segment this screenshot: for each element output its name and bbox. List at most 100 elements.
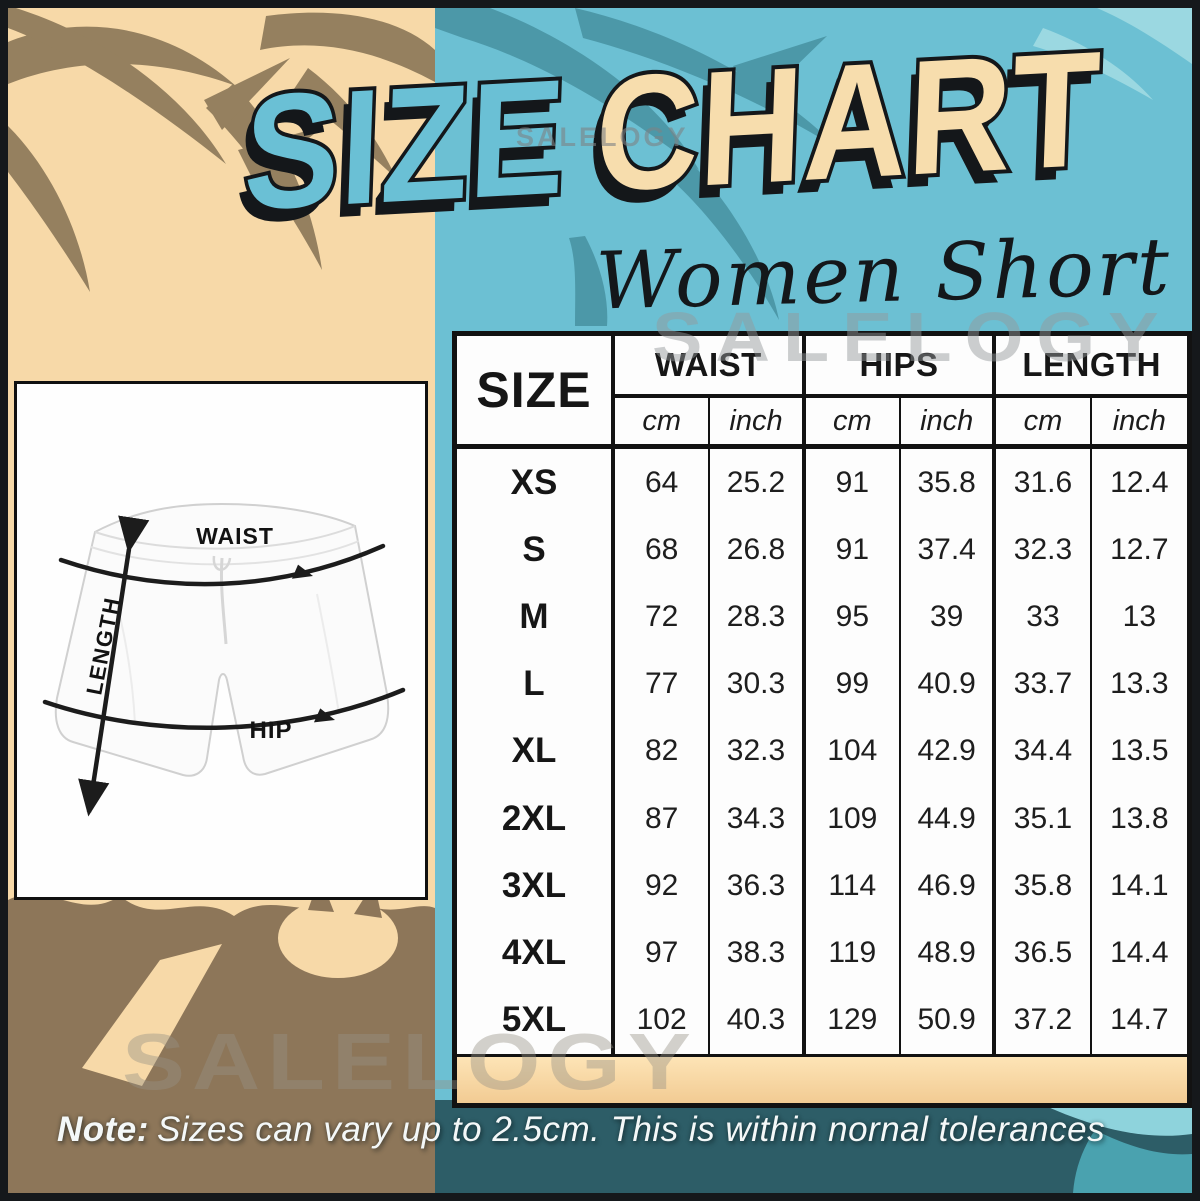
unit-length-cm: cm — [996, 398, 1092, 444]
cell-length-cm: 32.3 — [996, 516, 1092, 584]
cell-waist-inch: 30.3 — [710, 650, 806, 718]
cell-waist-inch: 25.2 — [710, 449, 806, 517]
cell-size: 3XL — [457, 852, 615, 920]
cell-waist-inch: 32.3 — [710, 717, 806, 786]
cell-waist-inch: 40.3 — [710, 986, 806, 1054]
cell-size: XL — [457, 717, 615, 786]
table-row-4xl: 4XL 97 38.3 119 48.9 36.5 14.4 — [457, 919, 1187, 987]
unit-waist-inch: inch — [710, 398, 806, 444]
cell-size: 2XL — [457, 785, 615, 853]
header-hips: HIPS — [805, 336, 997, 398]
cell-length-inch: 12.4 — [1110, 465, 1169, 499]
cell-hips-cm: 129 — [806, 986, 901, 1054]
cell-size: 5XL — [457, 986, 615, 1054]
bottom-band — [435, 1100, 1192, 1193]
cell-length-cm: 35.8 — [996, 852, 1092, 920]
table-row-5xl: 5XL 102 40.3 129 50.9 37.2 14.7 — [457, 986, 1187, 1054]
cell-waist-cm: 68 — [615, 516, 711, 584]
cell-length-inch: 12.7 — [1110, 532, 1169, 566]
header-length: LENGTH — [996, 336, 1187, 398]
cell-hips-inch: 44.9 — [901, 785, 997, 853]
shorts-diagram: WAIST HIP LENGTH — [42, 502, 406, 817]
cell-waist-cm: 92 — [615, 852, 711, 920]
hip-label: HIP — [249, 717, 292, 744]
cell-length-cm: 31.6 — [996, 449, 1092, 517]
cell-length-inch: 13.5 — [1110, 734, 1169, 768]
cell-waist-inch: 26.8 — [710, 516, 806, 584]
cell-waist-inch: 34.3 — [710, 785, 806, 853]
cell-length-inch: 13 — [1122, 600, 1157, 634]
cell-waist-cm: 87 — [615, 785, 711, 853]
page-title: SIZE CHART — [238, 14, 1108, 248]
note-text: Note: Sizes can vary up to 2.5cm. This is… — [57, 1110, 1105, 1150]
cell-waist-cm: 82 — [615, 717, 711, 786]
cell-waist-cm: 102 — [615, 986, 711, 1054]
cell-hips-cm: 95 — [806, 583, 901, 651]
cell-size: S — [457, 516, 615, 584]
header-size: SIZE — [457, 336, 615, 444]
unit-waist-cm: cm — [615, 398, 711, 444]
subtitle: Women Short — [594, 220, 1174, 328]
cell-waist-cm: 64 — [615, 449, 711, 517]
cell-size: 4XL — [457, 919, 615, 987]
cell-hips-cm: 99 — [806, 650, 901, 718]
cell-hips-cm: 119 — [806, 919, 901, 987]
cell-hips-inch: 48.9 — [901, 919, 997, 987]
cell-length-inch: 14.4 — [1110, 936, 1169, 970]
unit-length-inch: inch — [1112, 404, 1166, 437]
table-bottom-line — [457, 1054, 1187, 1057]
unit-hips-inch: inch — [901, 398, 997, 444]
table-header: SIZE WAIST HIPS LENGTH cm inch cm inch c… — [457, 336, 1187, 444]
cell-hips-cm: 91 — [806, 516, 901, 584]
table-row-3xl: 3XL 92 36.3 114 46.9 35.8 14.1 — [457, 852, 1187, 920]
cell-hips-inch: 50.9 — [901, 986, 997, 1054]
title-word-size: SIZE — [238, 42, 573, 248]
table-row-xs: XS 64 25.2 91 35.8 31.6 12.4 — [457, 449, 1187, 517]
table-row-xl: XL 82 32.3 104 42.9 34.4 13.5 — [457, 717, 1187, 786]
table-row-l: L 77 30.3 99 40.9 33.7 13.3 — [457, 650, 1187, 718]
cell-hips-cm: 109 — [806, 785, 901, 853]
sand-strip — [457, 1057, 1187, 1103]
cell-size: M — [457, 583, 615, 651]
title-word-chart: CHART — [589, 14, 1108, 230]
cell-length-inch: 13.8 — [1110, 801, 1169, 835]
palm-silhouette-right — [435, 8, 1192, 1193]
table-row-2xl: 2XL 87 34.3 109 44.9 35.1 13.8 — [457, 785, 1187, 853]
note-body: Sizes can vary up to 2.5cm. This is with… — [156, 1110, 1106, 1149]
cell-length-cm: 33 — [996, 583, 1092, 651]
cell-hips-inch: 35.8 — [901, 449, 997, 517]
cell-length-cm: 37.2 — [996, 986, 1092, 1054]
header-divider — [457, 444, 1187, 449]
unit-hips-cm: cm — [806, 398, 901, 444]
cell-waist-cm: 77 — [615, 650, 711, 718]
cell-hips-inch: 39 — [901, 583, 997, 651]
note-label: Note: — [57, 1110, 149, 1149]
cell-hips-inch: 42.9 — [901, 717, 997, 786]
cell-length-cm: 34.4 — [996, 717, 1092, 786]
waist-label: WAIST — [196, 523, 274, 549]
length-arrow — [78, 515, 150, 817]
cell-length-inch: 14.1 — [1110, 868, 1169, 902]
cell-length-inch: 14.7 — [1110, 1003, 1169, 1037]
cell-length-cm: 35.1 — [996, 785, 1092, 853]
cell-waist-inch: 38.3 — [710, 919, 806, 987]
cell-hips-cm: 104 — [806, 717, 901, 786]
cell-hips-inch: 46.9 — [901, 852, 997, 920]
cell-length-cm: 33.7 — [996, 650, 1092, 718]
table-body: XS 64 25.2 91 35.8 31.6 12.4 S 68 26.8 9… — [457, 449, 1187, 1054]
cell-waist-inch: 36.3 — [710, 852, 806, 920]
cell-size: L — [457, 650, 615, 718]
palm-silhouette-left — [8, 8, 435, 1193]
cell-size: XS — [457, 449, 615, 517]
cell-length-cm: 36.5 — [996, 919, 1092, 987]
cell-waist-cm: 72 — [615, 583, 711, 651]
cell-hips-cm: 91 — [806, 449, 901, 517]
cell-waist-inch: 28.3 — [710, 583, 806, 651]
measurement-diagram-panel: WAIST HIP LENGTH — [14, 381, 428, 900]
header-waist: WAIST — [615, 336, 806, 398]
cell-hips-cm: 114 — [806, 852, 901, 920]
cell-hips-inch: 37.4 — [901, 516, 997, 584]
cell-hips-inch: 40.9 — [901, 650, 997, 718]
cell-length-inch: 13.3 — [1110, 667, 1169, 701]
